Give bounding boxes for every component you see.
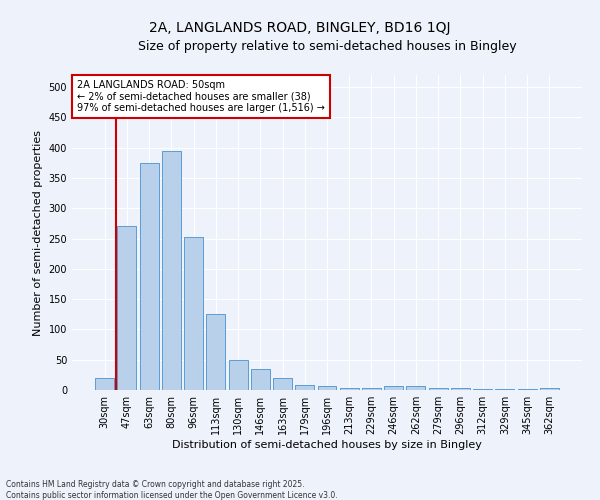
Bar: [251, 369, 270, 390]
Text: Contains HM Land Registry data © Crown copyright and database right 2025.
Contai: Contains HM Land Registry data © Crown c…: [6, 480, 338, 500]
Text: 2A, LANGLANDS ROAD, BINGLEY, BD16 1QJ: 2A, LANGLANDS ROAD, BINGLEY, BD16 1QJ: [149, 21, 451, 35]
Bar: [118, 226, 136, 390]
Y-axis label: Number of semi-detached properties: Number of semi-detached properties: [33, 130, 43, 336]
Bar: [95, 378, 114, 390]
Bar: [317, 386, 337, 390]
Bar: [429, 388, 448, 390]
Bar: [451, 388, 470, 390]
Text: 2A LANGLANDS ROAD: 50sqm
← 2% of semi-detached houses are smaller (38)
97% of se: 2A LANGLANDS ROAD: 50sqm ← 2% of semi-de…: [77, 80, 325, 113]
Bar: [362, 388, 381, 390]
Bar: [273, 378, 292, 390]
Bar: [184, 238, 203, 390]
Bar: [295, 384, 314, 390]
Bar: [406, 386, 425, 390]
Bar: [140, 163, 158, 390]
Bar: [229, 360, 248, 390]
Bar: [206, 314, 225, 390]
Bar: [384, 386, 403, 390]
Bar: [540, 388, 559, 390]
Title: Size of property relative to semi-detached houses in Bingley: Size of property relative to semi-detach…: [137, 40, 517, 53]
X-axis label: Distribution of semi-detached houses by size in Bingley: Distribution of semi-detached houses by …: [172, 440, 482, 450]
Bar: [340, 388, 359, 390]
Bar: [162, 150, 181, 390]
